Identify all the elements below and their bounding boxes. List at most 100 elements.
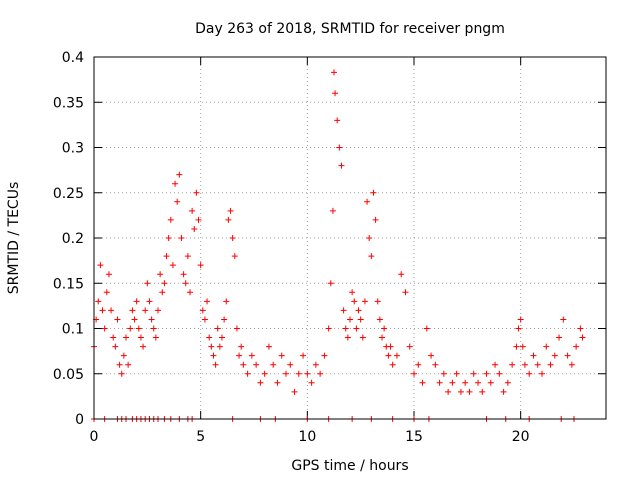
data-point [513, 343, 520, 350]
data-point [150, 325, 157, 332]
data-point [500, 388, 507, 395]
y-tick-label: 0.35 [53, 95, 84, 111]
grid-lines [94, 57, 606, 419]
data-point [419, 379, 426, 386]
data-point [487, 379, 494, 386]
data-point [174, 198, 181, 205]
data-point [406, 343, 413, 350]
data-point [336, 144, 343, 151]
data-point [445, 388, 452, 395]
data-point [479, 388, 486, 395]
data-points [91, 69, 586, 422]
data-point [560, 316, 567, 323]
data-point [551, 352, 558, 359]
data-point [423, 325, 430, 332]
data-point [161, 280, 168, 287]
data-point [291, 388, 298, 395]
data-point [359, 334, 366, 341]
data-point [146, 298, 153, 305]
data-point [184, 253, 191, 260]
data-point [387, 343, 394, 350]
data-point [223, 298, 230, 305]
data-point [308, 379, 315, 386]
data-point [103, 289, 110, 296]
data-point [148, 316, 155, 323]
data-point [231, 253, 238, 260]
data-point [95, 298, 102, 305]
data-point [229, 235, 236, 241]
plot-frame [93, 56, 607, 420]
data-point [120, 352, 127, 359]
data-point [274, 379, 281, 386]
axis-ticks: 0 0.05 0.1 0.15 0.2 0.25 0.3 0.35 0.4 0 5 10 15 20 [53, 50, 606, 445]
data-point [214, 325, 221, 332]
data-point [577, 325, 584, 332]
data-point [338, 162, 345, 169]
data-point [225, 216, 232, 223]
data-point [504, 379, 511, 386]
data-point [317, 370, 324, 377]
data-point [370, 189, 377, 196]
data-point [178, 235, 185, 241]
y-tick-label: 0 [75, 412, 84, 428]
data-point [440, 370, 447, 377]
data-point [114, 316, 121, 323]
data-point [342, 325, 349, 332]
data-point [176, 171, 183, 178]
data-point [169, 262, 176, 269]
data-point [144, 280, 151, 287]
data-point [530, 352, 537, 359]
data-point [295, 370, 302, 377]
data-point [287, 361, 294, 368]
data-point [361, 298, 368, 305]
data-point [374, 298, 381, 305]
data-point [142, 307, 149, 314]
data-point [253, 361, 260, 368]
data-point [428, 352, 435, 359]
data-point [112, 343, 119, 350]
data-point [172, 180, 179, 187]
data-point [568, 361, 575, 368]
data-point [278, 352, 285, 359]
data-point [457, 388, 464, 395]
data-point [227, 207, 234, 214]
x-tick-label: 0 [90, 429, 99, 445]
data-point [398, 271, 405, 278]
data-point [329, 207, 336, 214]
data-point [449, 379, 456, 386]
y-tick-label: 0.2 [62, 231, 84, 247]
x-tick-label: 5 [196, 429, 205, 445]
data-point [257, 379, 264, 386]
data-point [159, 289, 166, 296]
data-point [312, 361, 319, 368]
data-point [368, 253, 375, 260]
data-point [347, 316, 353, 323]
data-point [248, 352, 255, 359]
data-point [436, 379, 443, 386]
data-point [393, 352, 400, 359]
data-point [364, 198, 371, 205]
data-point [125, 361, 132, 368]
data-point [244, 370, 251, 377]
data-point [515, 325, 522, 332]
data-point [140, 343, 147, 350]
data-point [332, 90, 339, 97]
data-point [135, 325, 142, 332]
chart-title: Day 263 of 2018, SRMTID for receiver png… [195, 21, 505, 37]
data-point [432, 361, 439, 368]
data-point [236, 352, 243, 359]
data-point [97, 262, 104, 269]
data-point [233, 325, 240, 332]
data-point [483, 370, 490, 377]
data-point [475, 379, 481, 386]
data-point [344, 334, 351, 341]
data-point [376, 316, 383, 323]
data-point [547, 361, 554, 368]
data-point [519, 343, 526, 350]
data-point [131, 316, 138, 323]
data-point [283, 370, 289, 377]
y-tick-label: 0.05 [53, 367, 84, 383]
data-point [204, 298, 211, 305]
data-point [219, 334, 225, 341]
